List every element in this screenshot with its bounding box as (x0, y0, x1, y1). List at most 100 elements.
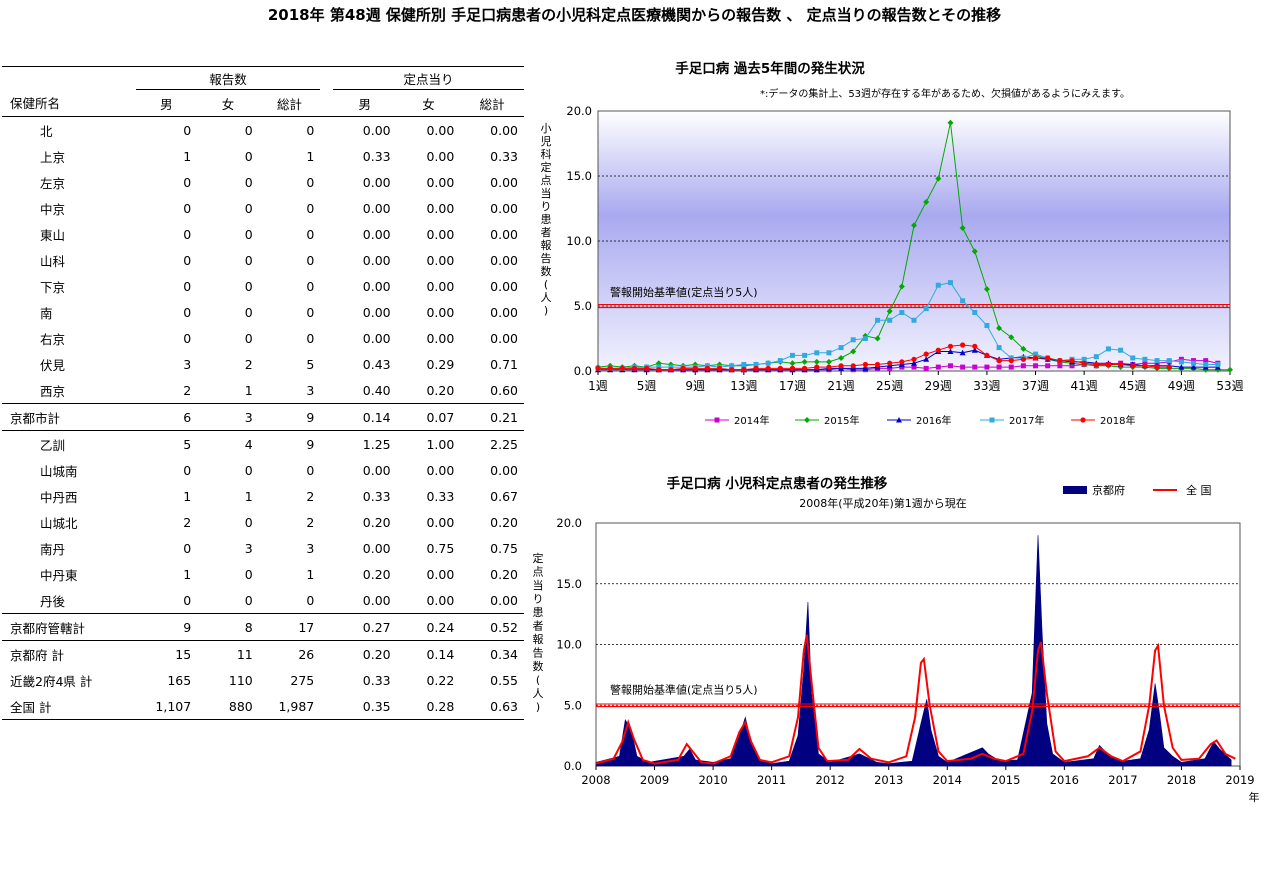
row-male: 0 (183, 226, 192, 242)
chart1-point-1 (996, 325, 1003, 332)
row-per-male: 0.20 (362, 514, 391, 530)
chart2-title: 手足口病 小児科定点患者の発生推移 (667, 475, 888, 492)
chart1-point-4 (607, 365, 613, 371)
header-counts: 報告数 (135, 66, 321, 90)
chart1-point-4 (1081, 360, 1087, 366)
row-per-female: 0.20 (426, 382, 455, 398)
row-female: 0 (244, 330, 253, 346)
row-male: 165 (167, 672, 192, 688)
chart1-x-tick-label: 17週 (779, 379, 806, 393)
row-total: 9 (258, 430, 321, 457)
chart1-point-4 (789, 365, 796, 371)
chart1-point-0 (911, 364, 917, 370)
chart1-point-0 (972, 364, 978, 370)
chart1-point-4 (680, 365, 686, 371)
row-total: 275 (290, 672, 315, 688)
chart1-point-4 (656, 367, 662, 373)
row-per-male: 1.25 (332, 430, 397, 457)
chart1-point-3 (802, 352, 808, 358)
chart2-legend-label: 全 国 (1186, 483, 1212, 497)
row-per-female: 0.75 (426, 540, 455, 556)
row-name: 下京 (40, 279, 66, 295)
chart1-point-4 (1008, 358, 1014, 364)
row-per-female: 0.22 (426, 672, 455, 688)
row-per-female: 0.00 (396, 116, 461, 143)
chart2-x-tick-label: 2013 (874, 773, 903, 787)
chart1-point-3 (996, 345, 1002, 351)
row-name: 中丹東 (40, 567, 78, 583)
row-per-male: 0.33 (362, 148, 391, 164)
chart1-point-4 (765, 365, 771, 371)
chart2-area-kyoto (595, 535, 1232, 767)
row-name: 丹後 (40, 593, 66, 609)
chart1-point-4 (1118, 361, 1124, 368)
row-per-female: 0.00 (426, 330, 455, 346)
chart1-threshold-label: 警報開始基準値(定点当り5人) (610, 285, 758, 299)
row-name: 中京 (40, 201, 66, 217)
table-row: 南丹 0 3 3 0.00 0.75 0.75 (2, 535, 524, 561)
row-male: 0 (183, 252, 192, 268)
chart2-y-tick-label: 0.0 (564, 759, 582, 773)
chart1-point-0 (1191, 358, 1197, 364)
chart1-legend-label: 2018年 (1100, 414, 1135, 427)
chart2-x-unit: 年 (1249, 790, 1260, 804)
row-male: 1 (183, 488, 192, 504)
table-row: 右京 0 0 0 0.00 0.00 0.00 (2, 325, 524, 351)
row-per-total: 0.60 (490, 382, 518, 398)
chart1-point-3 (935, 282, 941, 288)
chart1-point-3 (753, 362, 759, 367)
chart1-point-4 (984, 352, 990, 358)
chart1-point-4 (802, 365, 808, 371)
chart1-point-0 (1178, 356, 1184, 362)
row-total: 26 (258, 640, 321, 667)
chart2-x-tick-label: 2012 (816, 773, 845, 787)
table-row: 伏見 3 2 5 0.43 0.29 0.71 (2, 351, 524, 377)
col-header-per-female: 女 (422, 96, 435, 112)
row-per-female: 0.28 (396, 693, 461, 720)
chart1-point-3 (1093, 354, 1099, 360)
row-total: 0 (306, 174, 315, 190)
chart1-point-4 (704, 365, 710, 371)
row-female: 3 (244, 540, 253, 556)
row-name: 左京 (40, 175, 66, 191)
row-per-female: 0.07 (396, 403, 461, 431)
chart1-point-2 (862, 365, 869, 371)
row-male: 2 (183, 382, 192, 398)
chart1-x-tick-label: 21週 (827, 379, 854, 393)
chart1-point-3 (1118, 347, 1124, 353)
chart2-y-tick-label: 15.0 (556, 577, 582, 591)
row-per-male: 0.00 (362, 540, 391, 556)
chart1-point-4 (644, 365, 650, 371)
header-per-sentinel: 定点当り (332, 66, 524, 90)
chart2-x-tick-label: 2015 (991, 773, 1020, 787)
row-per-total: 0.00 (490, 278, 518, 294)
chart1-point-1 (825, 358, 832, 365)
row-female: 11 (197, 640, 259, 667)
table-row: 中丹西 1 1 2 0.33 0.33 0.67 (2, 483, 524, 509)
chart1-point-0 (1057, 363, 1063, 369)
row-per-total: 0.00 (490, 592, 518, 608)
chart1-point-4 (741, 367, 747, 373)
chart1-legend-label: 2016年 (916, 414, 951, 427)
row-per-total: 0.75 (490, 540, 518, 556)
table-row: 中京 0 0 0 0.00 0.00 0.00 (2, 195, 524, 221)
chart1-x-tick-label: 53週 (1216, 379, 1243, 393)
chart1-point-4 (814, 364, 820, 370)
chart1-point-0 (1203, 358, 1209, 364)
chart1-point-3 (1033, 351, 1039, 357)
table-row: 山科 0 0 0 0.00 0.00 0.00 (2, 247, 524, 273)
row-per-total: 0.21 (460, 403, 524, 431)
row-per-female: 0.00 (426, 566, 455, 582)
chart2-x-tick-label: 2008 (581, 773, 610, 787)
row-female: 3 (197, 403, 259, 431)
row-female: 0 (244, 566, 253, 582)
chart1-legend-marker (1080, 417, 1086, 423)
chart1-point-4 (1032, 355, 1039, 361)
row-total: 5 (306, 356, 315, 372)
row-male: 6 (135, 403, 198, 431)
chart1-point-3 (1215, 362, 1221, 367)
chart1-point-1 (935, 175, 942, 182)
table-row: 京都市計 6 3 9 0.14 0.07 0.21 (2, 403, 524, 431)
report-table: 報告数 定点当り 保健所名 男 女 総計 男 女 総計 北 0 0 0 0.00 0.00… (2, 66, 524, 720)
row-name: 全国 計 (2, 693, 136, 720)
